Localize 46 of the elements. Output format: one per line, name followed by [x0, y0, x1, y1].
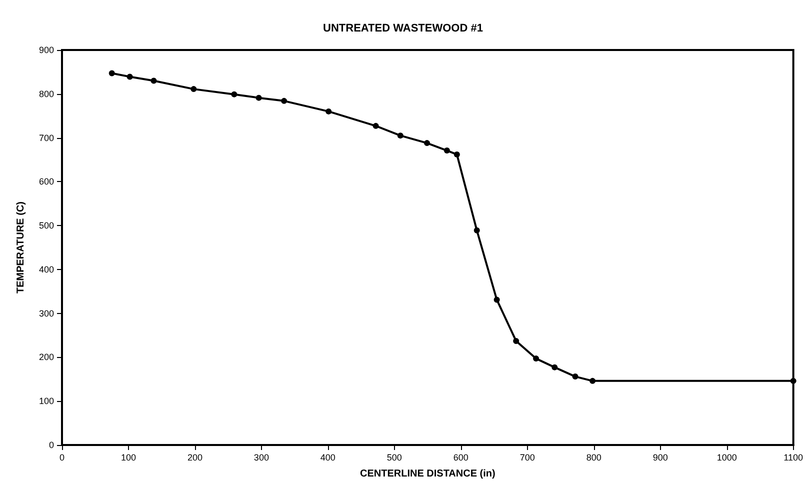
- x-tick-label: 400: [320, 452, 336, 462]
- point: [533, 356, 540, 362]
- x-tick-label: 300: [254, 452, 269, 462]
- point: [231, 91, 238, 98]
- y-tick-label: 300: [38, 308, 54, 318]
- point: [150, 78, 157, 84]
- x-tick-label: 1100: [784, 452, 804, 462]
- point: [572, 374, 578, 380]
- point: [190, 86, 197, 92]
- y-tick-label: 100: [38, 396, 54, 406]
- chart-title: UNTREATED WASTEWOOD #1: [323, 22, 483, 34]
- point: [494, 296, 500, 303]
- point: [454, 151, 460, 158]
- point: [126, 74, 133, 80]
- point: [397, 132, 404, 139]
- y-tick-label: 400: [38, 264, 54, 274]
- x-tick-label: 1000: [716, 452, 737, 462]
- point: [552, 364, 558, 370]
- x-tick-label: 0: [59, 452, 65, 462]
- point: [590, 378, 596, 384]
- x-tick-label: 800: [586, 452, 602, 462]
- point: [790, 378, 796, 384]
- y-tick-label: 700: [38, 132, 54, 143]
- point: [513, 338, 520, 344]
- x-tick-label: 700: [520, 452, 535, 462]
- point: [256, 94, 262, 101]
- point: [372, 122, 379, 129]
- y-tick-label: 600: [38, 176, 54, 187]
- x-tick-label: 600: [453, 452, 468, 462]
- point: [444, 148, 450, 154]
- point: [326, 108, 332, 114]
- y-axis-title: TEMPERATURE (C): [16, 201, 26, 294]
- y-tick-label: 200: [38, 352, 54, 362]
- y-tick-label: 500: [38, 220, 54, 231]
- y-tick-label: 800: [38, 88, 54, 99]
- y-tick-label: 900: [38, 45, 54, 55]
- x-tick-label: 100: [120, 452, 136, 462]
- x-tick-label: 900: [652, 452, 668, 462]
- x-axis-title: CENTERLINE DISTANCE (in): [360, 468, 496, 480]
- x-tick-label: 200: [187, 452, 202, 462]
- point: [281, 98, 288, 104]
- point: [424, 140, 430, 146]
- y-tick-label: 0: [48, 440, 54, 450]
- point: [108, 70, 115, 76]
- x-tick-label: 500: [386, 452, 402, 462]
- point: [474, 227, 480, 234]
